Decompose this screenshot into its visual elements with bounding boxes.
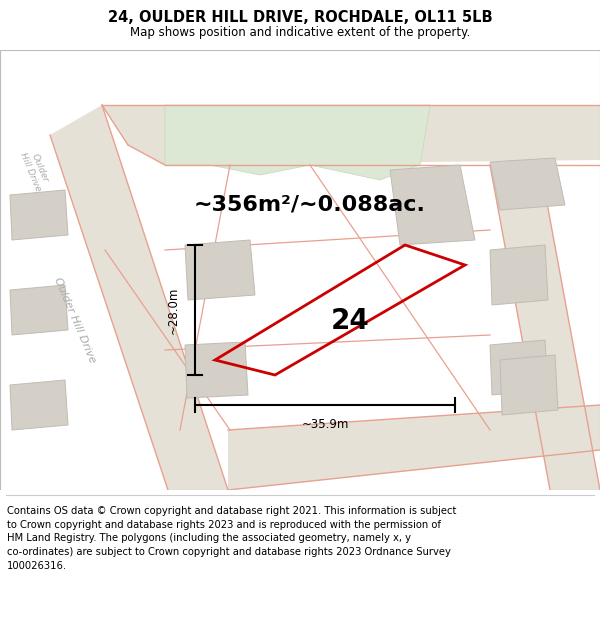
Text: ~35.9m: ~35.9m (301, 419, 349, 431)
Text: 24: 24 (331, 308, 370, 335)
Text: 24, OULDER HILL DRIVE, ROCHDALE, OL11 5LB: 24, OULDER HILL DRIVE, ROCHDALE, OL11 5L… (107, 10, 493, 25)
Polygon shape (490, 165, 600, 490)
Polygon shape (228, 405, 600, 490)
Text: Contains OS data © Crown copyright and database right 2021. This information is : Contains OS data © Crown copyright and d… (7, 506, 457, 571)
Text: Oulder
Hill Drive: Oulder Hill Drive (18, 148, 52, 192)
Polygon shape (490, 245, 548, 305)
Polygon shape (500, 355, 558, 415)
Polygon shape (10, 190, 68, 240)
Text: ~356m²/~0.088ac.: ~356m²/~0.088ac. (194, 195, 426, 215)
Polygon shape (185, 240, 255, 300)
Polygon shape (165, 105, 430, 180)
Polygon shape (490, 340, 548, 395)
Text: ~28.0m: ~28.0m (167, 286, 179, 334)
Polygon shape (10, 285, 68, 335)
Polygon shape (10, 380, 68, 430)
Text: Oulder Hill Drive: Oulder Hill Drive (52, 276, 98, 364)
Polygon shape (390, 165, 475, 245)
Polygon shape (50, 105, 228, 490)
Polygon shape (490, 158, 565, 210)
Polygon shape (102, 105, 600, 165)
Text: Map shows position and indicative extent of the property.: Map shows position and indicative extent… (130, 26, 470, 39)
Polygon shape (185, 342, 248, 398)
